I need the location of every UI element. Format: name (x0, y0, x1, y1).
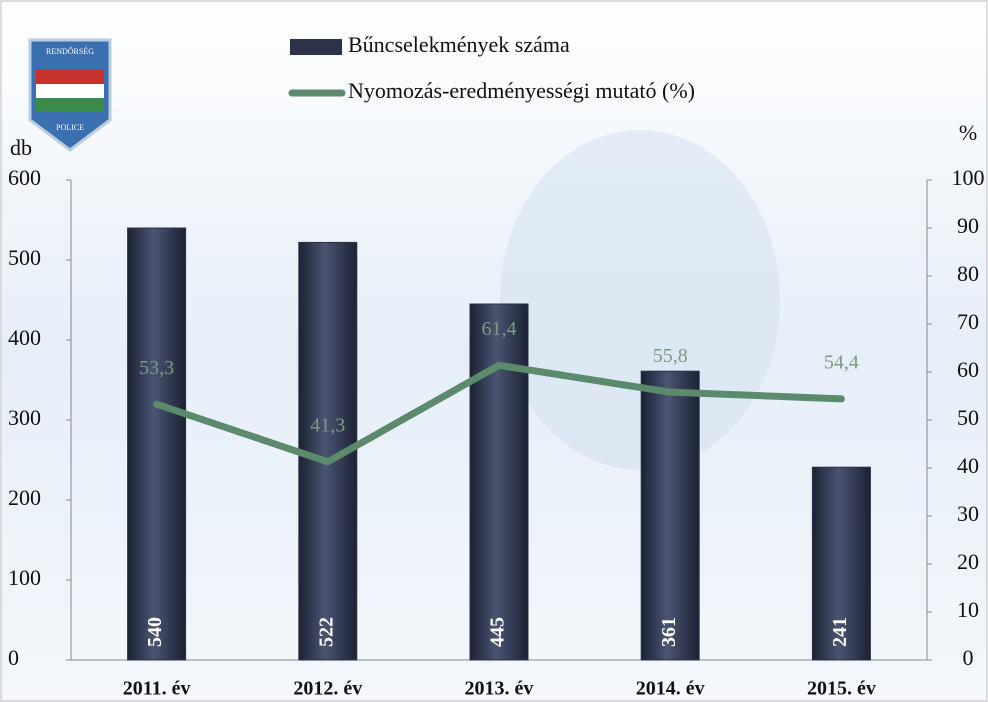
line-value-label: 41,3 (310, 414, 345, 436)
bar-value-label: 361 (658, 617, 680, 647)
y2-tick-label: 80 (957, 261, 979, 286)
y-tick-label: 100 (8, 565, 41, 590)
y-tick-label: 0 (8, 645, 19, 670)
y2-tick-label: 30 (957, 501, 979, 526)
line (153, 361, 845, 466)
y-tick-label: 300 (8, 405, 41, 430)
y-tick-label: 600 (8, 165, 41, 190)
logo-top: RENDŐRSÉG (46, 46, 94, 56)
legend-label: Nyomozás-eredményességi mutató (%) (348, 78, 695, 103)
bar-value-label: 445 (487, 617, 509, 647)
bar-value-label: 522 (315, 617, 337, 647)
legend-swatch (290, 39, 342, 55)
bar-value-label: 241 (829, 617, 851, 647)
x-tick-label: 2011. év (123, 678, 191, 700)
y-tick-label: 500 (8, 245, 41, 270)
line-value-label: 55,8 (653, 345, 688, 367)
x-tick-label: 2013. év (465, 678, 534, 700)
y2-tick-label: 40 (957, 453, 979, 478)
y2-tick-label: 10 (957, 597, 979, 622)
y-tick-label: 400 (8, 325, 41, 350)
line-value-label: 53,3 (139, 357, 174, 379)
logo-bottom: POLICE (56, 123, 84, 132)
y2-tick-label: 0 (963, 645, 974, 670)
y-axis-label: db (10, 135, 32, 160)
bar (127, 227, 187, 661)
logo: RENDŐRSÉG POLICE (28, 38, 112, 152)
y2-tick-label: 90 (957, 213, 979, 238)
y2-tick-label: 100 (952, 165, 985, 190)
bar (811, 466, 871, 661)
y-tick-label: 200 (8, 485, 41, 510)
y2-tick-label: 70 (957, 309, 979, 334)
y2-tick-label: 20 (957, 549, 979, 574)
bar (469, 303, 529, 661)
line-value-label: 61,4 (482, 318, 517, 340)
bar-value-label: 540 (144, 617, 166, 647)
legend-label: Bűncselekmények száma (348, 32, 570, 57)
x-tick-label: 2014. év (636, 678, 705, 700)
x-tick-label: 2012. év (293, 678, 362, 700)
line-value-label: 54,4 (824, 351, 859, 373)
y2-tick-label: 50 (957, 405, 979, 430)
background-building (500, 130, 780, 470)
x-tick-label: 2015. év (807, 678, 876, 700)
y2-axis-label: % (959, 120, 977, 145)
y2-tick-label: 60 (957, 357, 979, 382)
bar (640, 370, 700, 661)
